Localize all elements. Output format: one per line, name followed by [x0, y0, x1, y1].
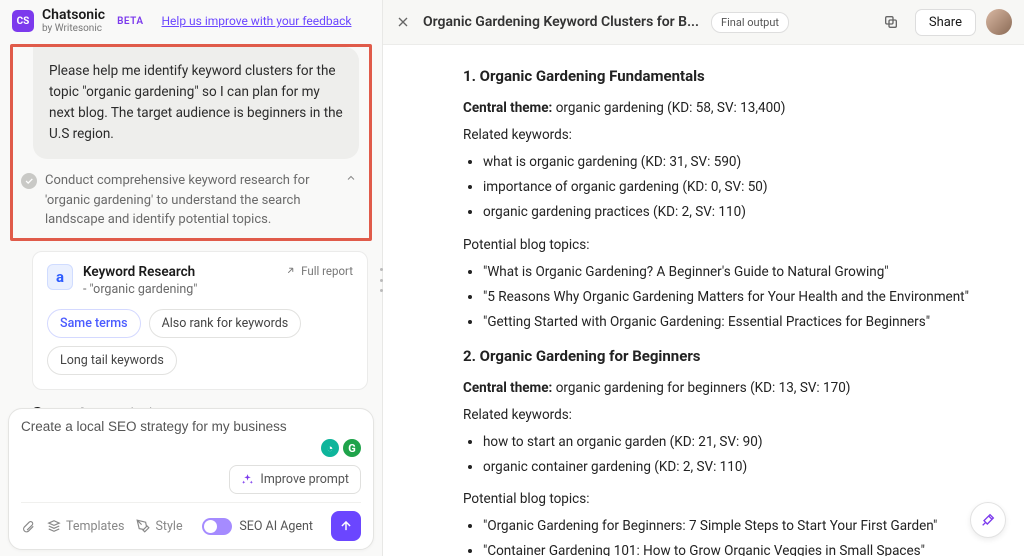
list-item: "Getting Started with Organic Gardening:…	[483, 312, 998, 333]
feedback-link[interactable]: Help us improve with your feedback	[162, 14, 352, 28]
keyword-research-card: a Keyword Research - "organic gardening"…	[32, 251, 368, 390]
output-header: Organic Gardening Keyword Clusters for B…	[383, 0, 1024, 45]
list-item: organic gardening practices (KD: 2, SV: …	[483, 202, 998, 223]
app-name: Chatsonic	[42, 8, 105, 23]
style-label: Style	[155, 519, 182, 534]
chip-same-terms[interactable]: Same terms	[47, 309, 141, 338]
send-button[interactable]	[331, 511, 361, 541]
seo-agent-label: SEO AI Agent	[239, 519, 313, 534]
list-item: importance of organic gardening (KD: 0, …	[483, 177, 998, 198]
related-label: Related keywords:	[463, 405, 998, 426]
central-theme: Central theme: organic gardening (KD: 58…	[463, 98, 998, 119]
app-byline: by Writesonic	[42, 23, 105, 34]
attach-button[interactable]	[21, 519, 35, 533]
chip-long-tail[interactable]: Long tail keywords	[47, 346, 177, 375]
assistant-badge-icon[interactable]: ◔	[321, 439, 339, 457]
cluster-heading: 1. Organic Gardening Fundamentals	[463, 65, 998, 88]
share-button[interactable]: Share	[915, 9, 976, 36]
output-panel: Organic Gardening Keyword Clusters for B…	[383, 0, 1024, 556]
prompt-input[interactable]	[21, 419, 361, 434]
composer: ◔ G Improve prompt Templates Style SEO A…	[8, 408, 374, 550]
chevron-up-icon	[345, 171, 357, 191]
avatar[interactable]	[986, 9, 1012, 35]
chat-panel: CS Chatsonic by Writesonic BETA Help us …	[0, 0, 383, 556]
full-report-label: Full report	[301, 264, 353, 278]
list-item: what is organic gardening (KD: 31, SV: 5…	[483, 152, 998, 173]
toggle-switch-icon	[202, 518, 232, 535]
user-message-bubble: Please help me identify keyword clusters…	[33, 47, 359, 159]
templates-label: Templates	[66, 519, 124, 534]
topics-label: Potential blog topics:	[463, 235, 998, 256]
magic-fab-button[interactable]	[970, 502, 1006, 538]
output-title: Organic Gardening Keyword Clusters for B…	[423, 14, 699, 30]
blog-topics-list: "What is Organic Gardening? A Beginner's…	[463, 262, 998, 333]
grammar-badge-icon[interactable]: G	[343, 439, 361, 457]
topics-label: Potential blog topics:	[463, 489, 998, 510]
resize-handle[interactable]	[380, 268, 385, 292]
cluster-heading: 2. Organic Gardening for Beginners	[463, 345, 998, 368]
list-item: "What is Organic Gardening? A Beginner's…	[483, 262, 998, 283]
check-icon	[21, 173, 37, 189]
list-item: "5 Reasons Why Organic Gardening Matters…	[483, 287, 998, 308]
kw-card-title: Keyword Research	[83, 264, 197, 280]
list-item: how to start an organic garden (KD: 21, …	[483, 432, 998, 453]
improve-prompt-label: Improve prompt	[260, 472, 349, 487]
app-logo: CS	[12, 10, 34, 32]
related-keywords-list: what is organic gardening (KD: 31, SV: 5…	[463, 152, 998, 223]
related-label: Related keywords:	[463, 125, 998, 146]
chip-row: Same terms Also rank for keywords Long t…	[47, 309, 353, 375]
tool-icon: a	[47, 264, 73, 290]
improve-prompt-button[interactable]: Improve prompt	[229, 465, 361, 494]
list-item: organic container gardening (KD: 2, SV: …	[483, 457, 998, 478]
full-report-link[interactable]: Full report	[285, 264, 353, 278]
list-item: "Organic Gardening for Beginners: 7 Simp…	[483, 516, 998, 537]
style-button[interactable]: Style	[136, 519, 182, 534]
kw-card-query: - "organic gardening"	[83, 282, 197, 297]
close-button[interactable]	[395, 14, 411, 30]
app-title-wrap: Chatsonic by Writesonic	[42, 8, 105, 34]
highlighted-region: Please help me identify keyword clusters…	[10, 44, 372, 240]
beta-badge: BETA	[117, 16, 143, 27]
templates-button[interactable]: Templates	[47, 519, 124, 534]
research-step-text: Conduct comprehensive keyword research f…	[45, 171, 337, 230]
research-step[interactable]: Conduct comprehensive keyword research f…	[13, 167, 369, 232]
chat-header: CS Chatsonic by Writesonic BETA Help us …	[0, 0, 382, 40]
seo-agent-toggle[interactable]: SEO AI Agent	[202, 518, 313, 535]
related-keywords-list: how to start an organic garden (KD: 21, …	[463, 432, 998, 478]
blog-topics-list: "Organic Gardening for Beginners: 7 Simp…	[463, 516, 998, 556]
output-status-pill: Final output	[711, 12, 789, 33]
central-theme: Central theme: organic gardening for beg…	[463, 378, 998, 399]
chip-also-rank[interactable]: Also rank for keywords	[149, 309, 302, 338]
output-content: 1. Organic Gardening Fundamentals Central…	[383, 45, 1024, 556]
copy-button[interactable]	[877, 8, 905, 36]
list-item: "Container Gardening 101: How to Grow Or…	[483, 541, 998, 556]
